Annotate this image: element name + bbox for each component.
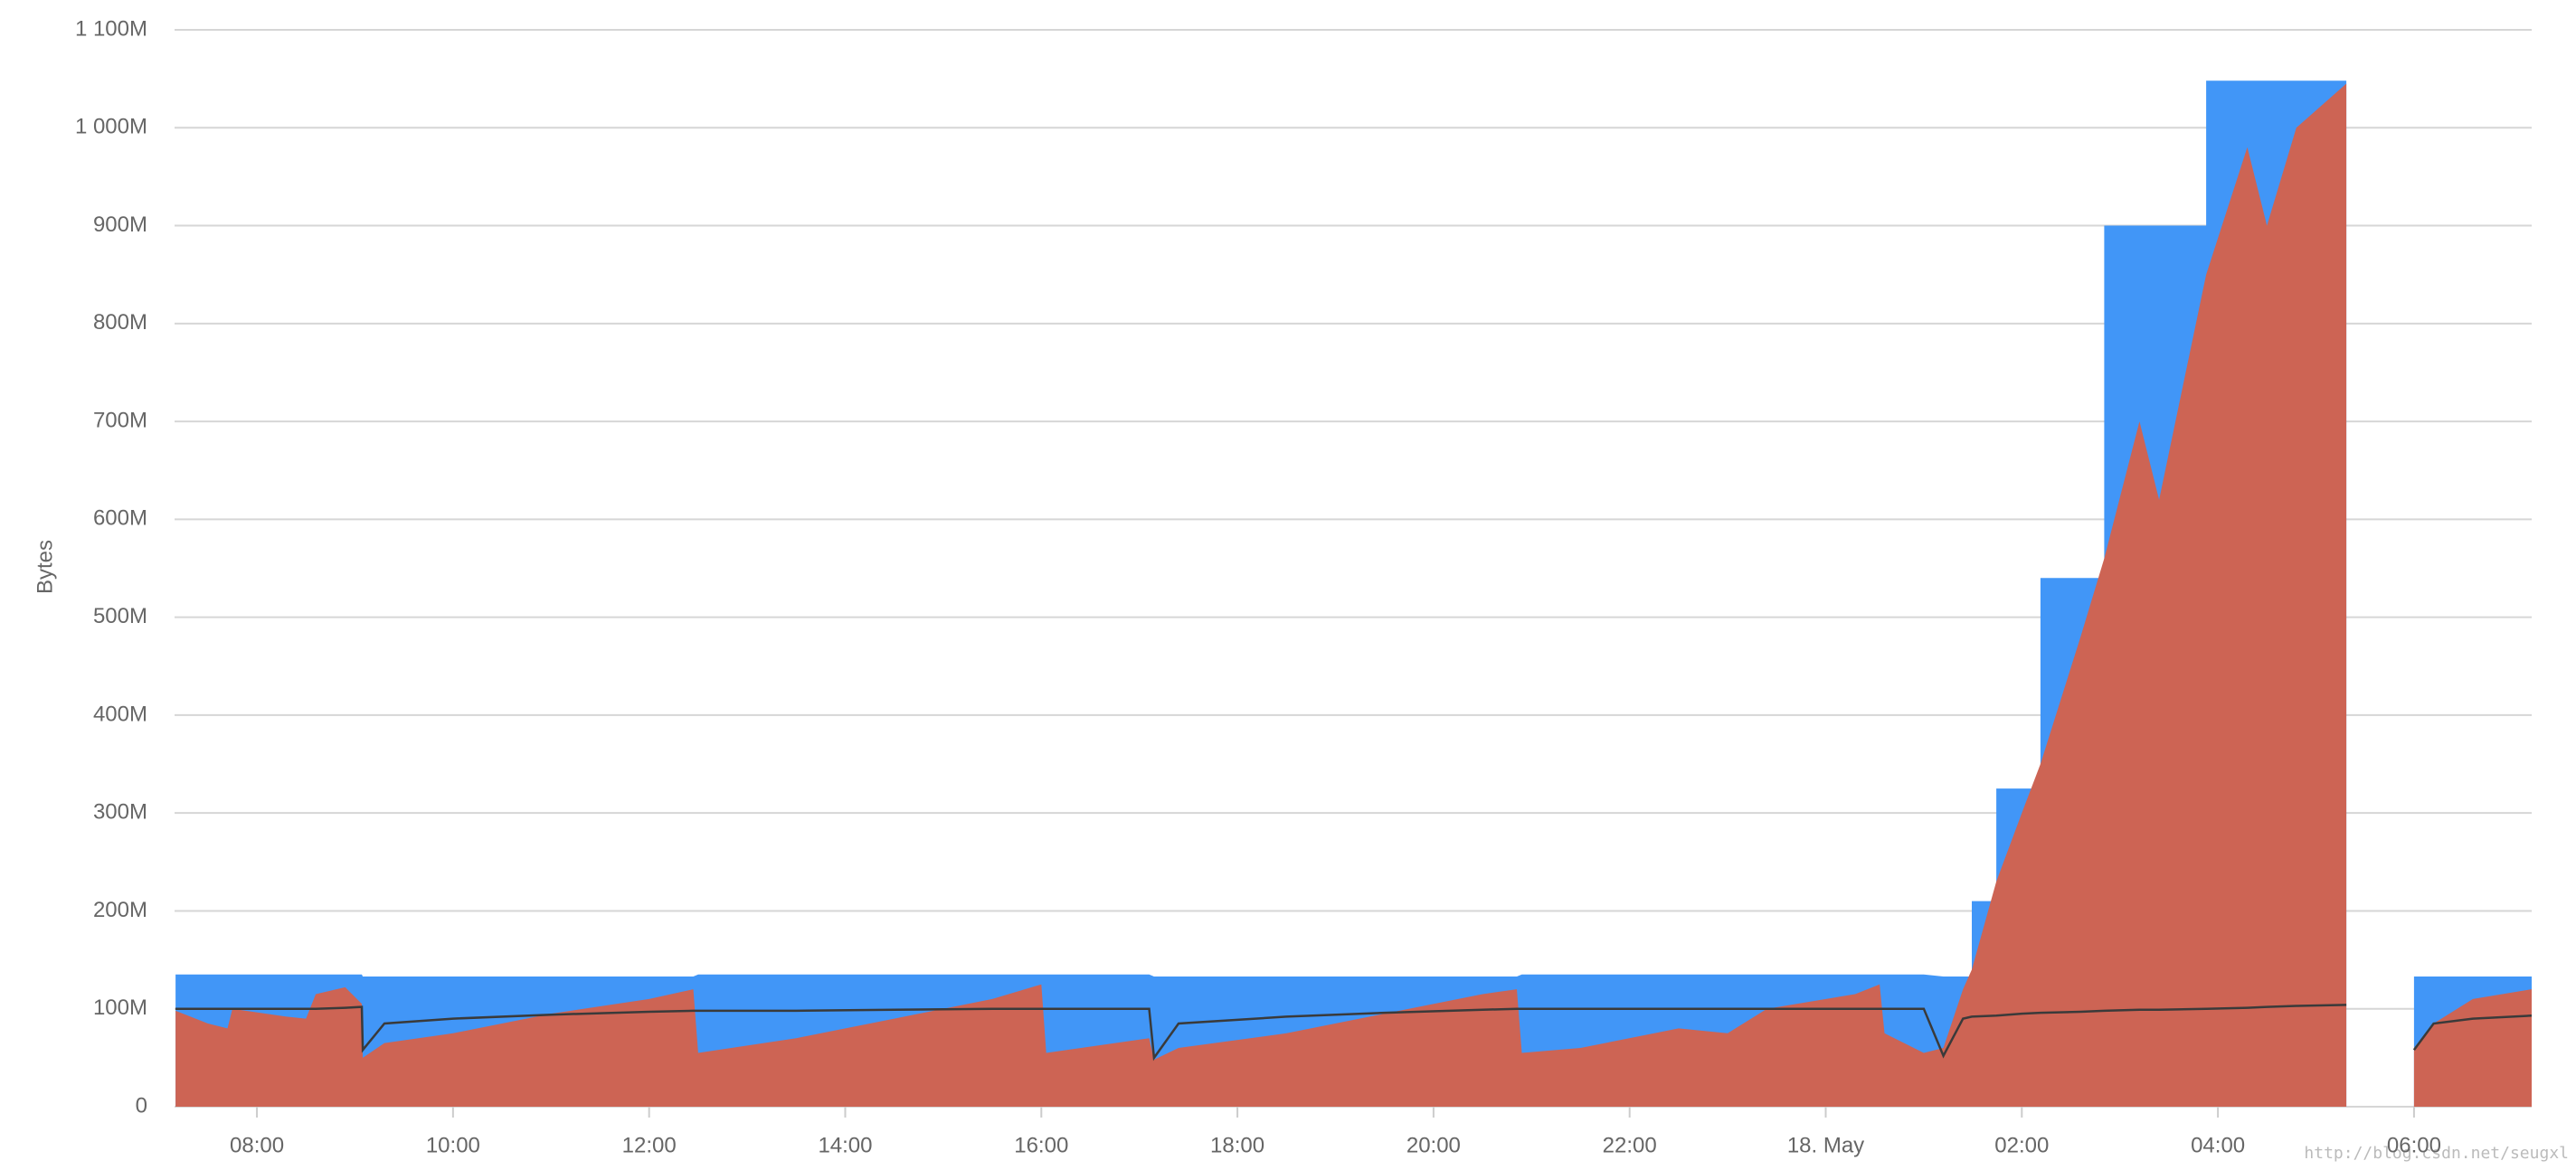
y-axis-title: Bytes (33, 540, 57, 594)
y-tick-label: 0 (136, 1093, 147, 1118)
y-tick-label: 300M (93, 800, 147, 825)
x-tick-label: 02:00 (1994, 1133, 2049, 1157)
y-tick-label: 800M (93, 310, 147, 335)
y-tick-label: 600M (93, 506, 147, 531)
x-tick-label: 04:00 (2191, 1133, 2245, 1157)
y-tick-label: 700M (93, 408, 147, 432)
y-tick-label: 500M (93, 604, 147, 628)
y-tick-label: 1 100M (75, 16, 147, 41)
x-tick-label: 18:00 (1210, 1133, 1264, 1157)
x-tick-label: 14:00 (818, 1133, 872, 1157)
x-tick-label: 16:00 (1014, 1133, 1068, 1157)
line (175, 1004, 2347, 1061)
x-tick-label: 10:00 (426, 1133, 480, 1157)
x-tick-label: 12:00 (622, 1133, 677, 1157)
x-tick-label: 18. May (1787, 1133, 1864, 1157)
watermark: http://blog.csdn.net/seugxl (2304, 1144, 2569, 1163)
y-tick-label: 900M (93, 212, 147, 237)
x-tick-label: 20:00 (1406, 1133, 1461, 1157)
x-tick-label: 08:00 (230, 1133, 284, 1157)
y-tick-label: 1 000M (75, 115, 147, 139)
line (2412, 1014, 2533, 1051)
y-tick-label: 100M (93, 995, 147, 1020)
area (175, 83, 2347, 1107)
area (2413, 989, 2532, 1107)
x-tick-label: 06:00 (2387, 1133, 2441, 1157)
y-tick-label: 400M (93, 702, 147, 726)
x-tick-label: 22:00 (1603, 1133, 1657, 1157)
y-tick-label: 200M (93, 898, 147, 922)
